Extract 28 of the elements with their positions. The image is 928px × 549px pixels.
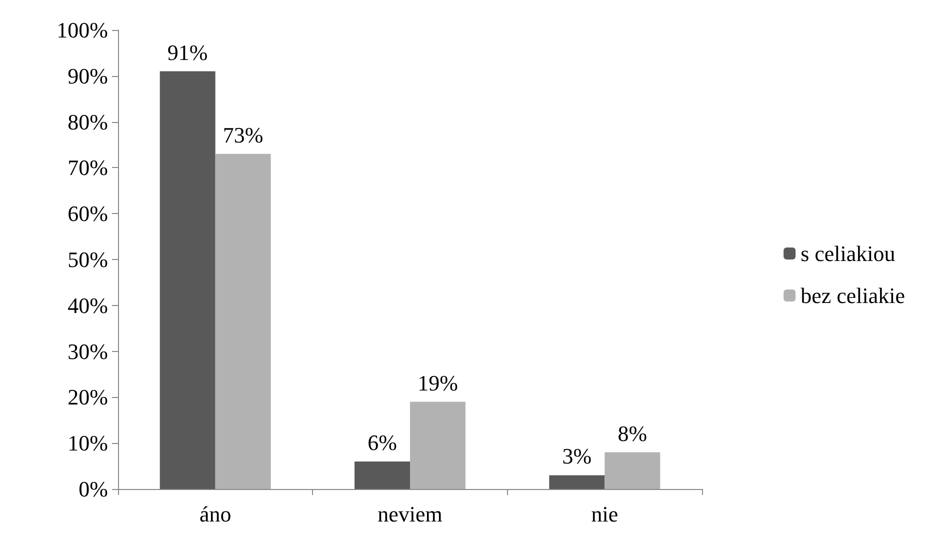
- bar: [354, 461, 410, 489]
- y-tick-label: 10%: [68, 430, 108, 456]
- y-tick-label: 90%: [68, 63, 108, 88]
- data-label: 3%: [562, 444, 592, 469]
- legend-label: s celiakiou: [800, 241, 896, 266]
- y-tick-label: 50%: [68, 247, 108, 272]
- y-tick-label: 80%: [68, 109, 108, 134]
- bar: [604, 452, 660, 489]
- data-label: 8%: [618, 420, 648, 446]
- x-tick-label: áno: [199, 502, 232, 526]
- x-tick-label: neviem: [378, 502, 442, 526]
- legend-label: bez celiakie: [800, 283, 906, 308]
- y-tick-label: 70%: [68, 155, 108, 180]
- y-tick-label: 40%: [68, 292, 108, 318]
- data-label: 73%: [222, 122, 264, 148]
- x-tick-label: nie: [591, 502, 618, 526]
- bar: [215, 154, 271, 489]
- data-label: 91%: [167, 40, 208, 65]
- data-label: 19%: [418, 370, 458, 396]
- data-label: 6%: [368, 430, 397, 455]
- y-tick-label: 20%: [68, 384, 108, 410]
- y-tick-label: 0%: [78, 476, 108, 502]
- bar: [160, 71, 216, 489]
- y-tick-label: 100%: [56, 18, 108, 42]
- y-tick-label: 30%: [68, 338, 108, 364]
- bar: [549, 475, 605, 489]
- y-tick-label: 60%: [68, 201, 108, 226]
- bar: [410, 402, 466, 489]
